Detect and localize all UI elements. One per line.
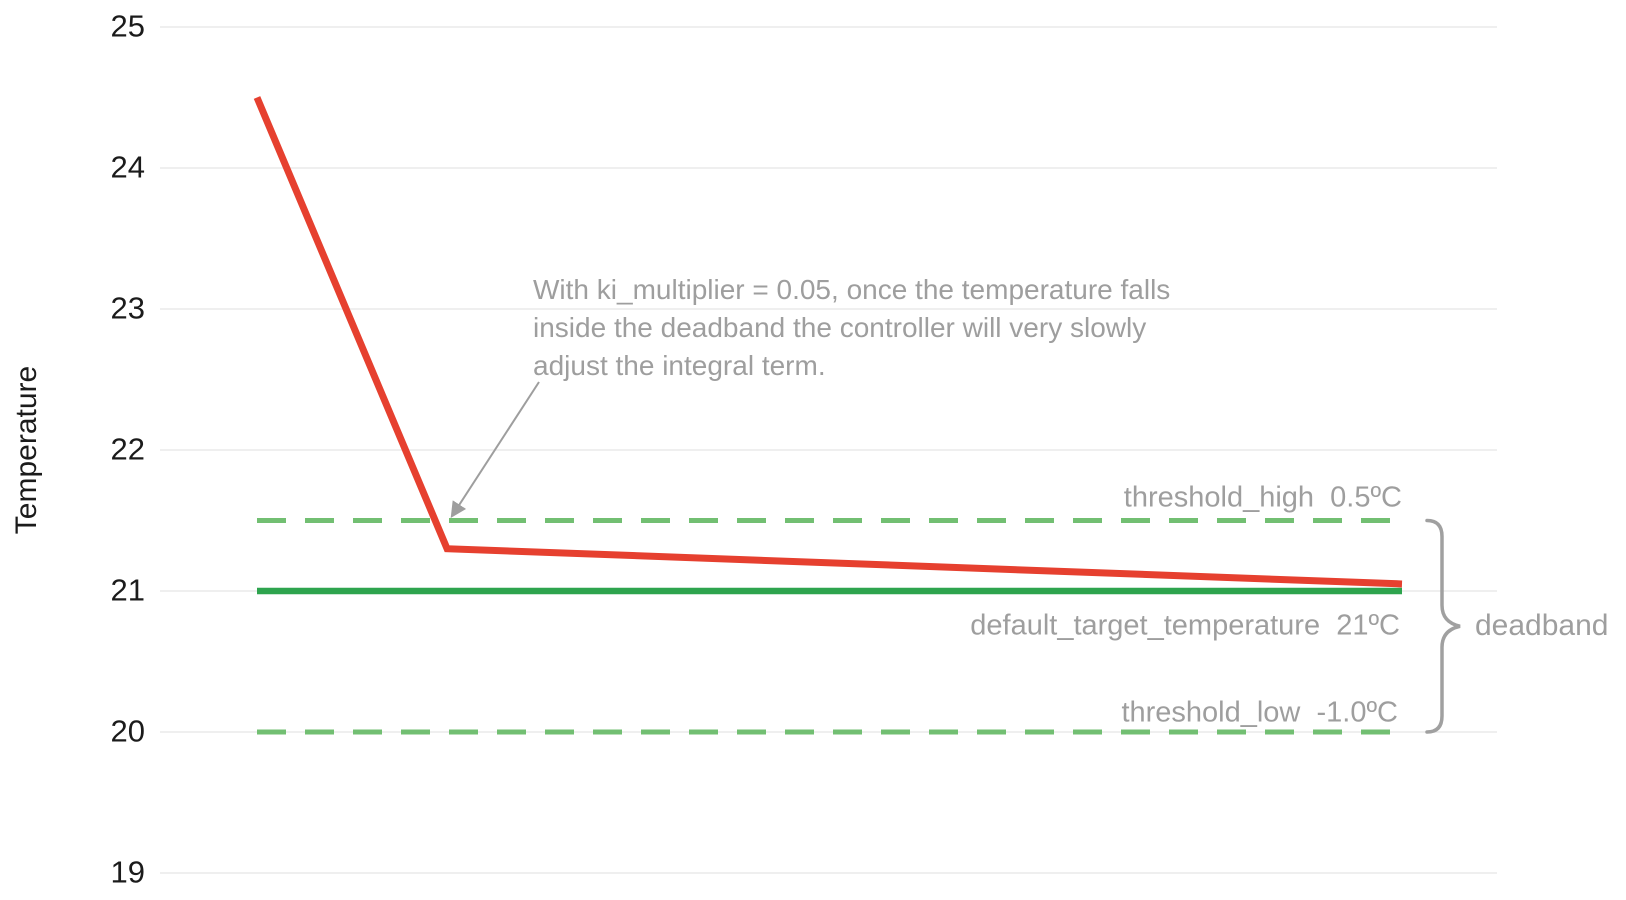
annotation-text: With ki_multiplier = 0.05, once the temp…: [533, 271, 1170, 385]
threshold-high-label: threshold_high 0.5ºC: [1123, 481, 1402, 514]
temperature-line: [253, 96, 1403, 588]
y-tick-label-24: 24: [110, 149, 145, 185]
y-tick-label-25: 25: [110, 8, 145, 44]
annotation-line: With ki_multiplier = 0.05, once the temp…: [533, 274, 1171, 305]
annotation-line: inside the deadband the controller will …: [533, 312, 1147, 343]
deadband-brace: [1425, 518, 1461, 734]
y-tick-label-23: 23: [110, 290, 145, 326]
deadband-label: deadband: [1475, 609, 1609, 642]
y-tick-label-20: 20: [110, 713, 145, 749]
y-tick-label-22: 22: [110, 431, 145, 467]
y-tick-label-21: 21: [110, 572, 145, 608]
default-target-temperature-label: default_target_temperature 21ºC: [970, 609, 1400, 642]
annotation-line: adjust the integral term.: [533, 350, 826, 381]
y-tick-label-19: 19: [110, 854, 145, 890]
annotation-arrow: [450, 381, 540, 519]
threshold-low-label: threshold_low -1.0ºC: [1121, 696, 1398, 729]
